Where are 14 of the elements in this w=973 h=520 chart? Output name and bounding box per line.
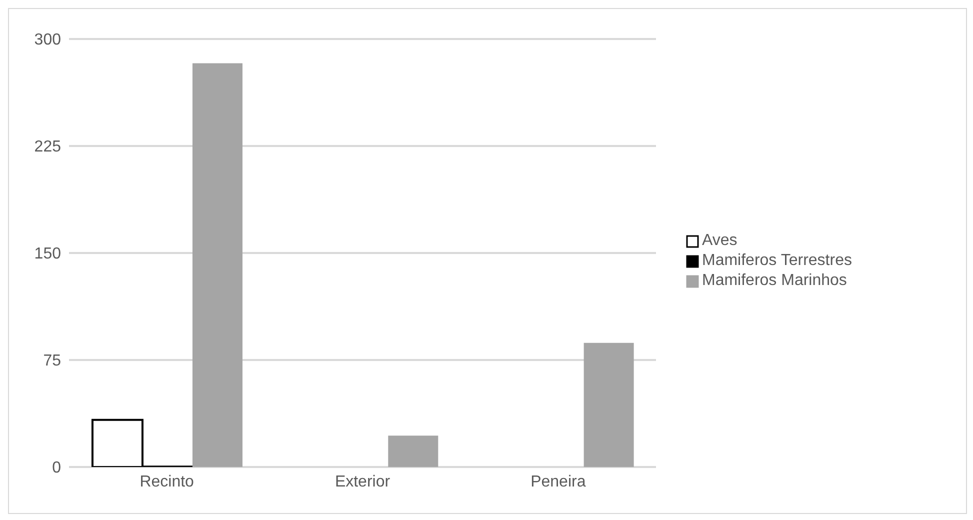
y-tick-label: 150 <box>34 246 62 263</box>
bar <box>584 342 634 467</box>
x-tick-label: Recinto <box>140 473 194 490</box>
legend-label: Aves <box>702 231 738 251</box>
legend-label: Mamiferos Marinhos <box>702 271 847 291</box>
bar <box>388 436 438 467</box>
y-tick-label: 300 <box>34 32 62 49</box>
y-tick-label: 225 <box>34 138 62 156</box>
legend-label: Mamiferos Terrestres <box>702 251 852 271</box>
x-tick-label: Peneira <box>530 473 586 490</box>
y-tick-label: 0 <box>52 460 62 477</box>
bar <box>192 63 242 467</box>
y-tick-label: 75 <box>43 352 62 370</box>
x-tick-label: Exterior <box>334 473 391 490</box>
